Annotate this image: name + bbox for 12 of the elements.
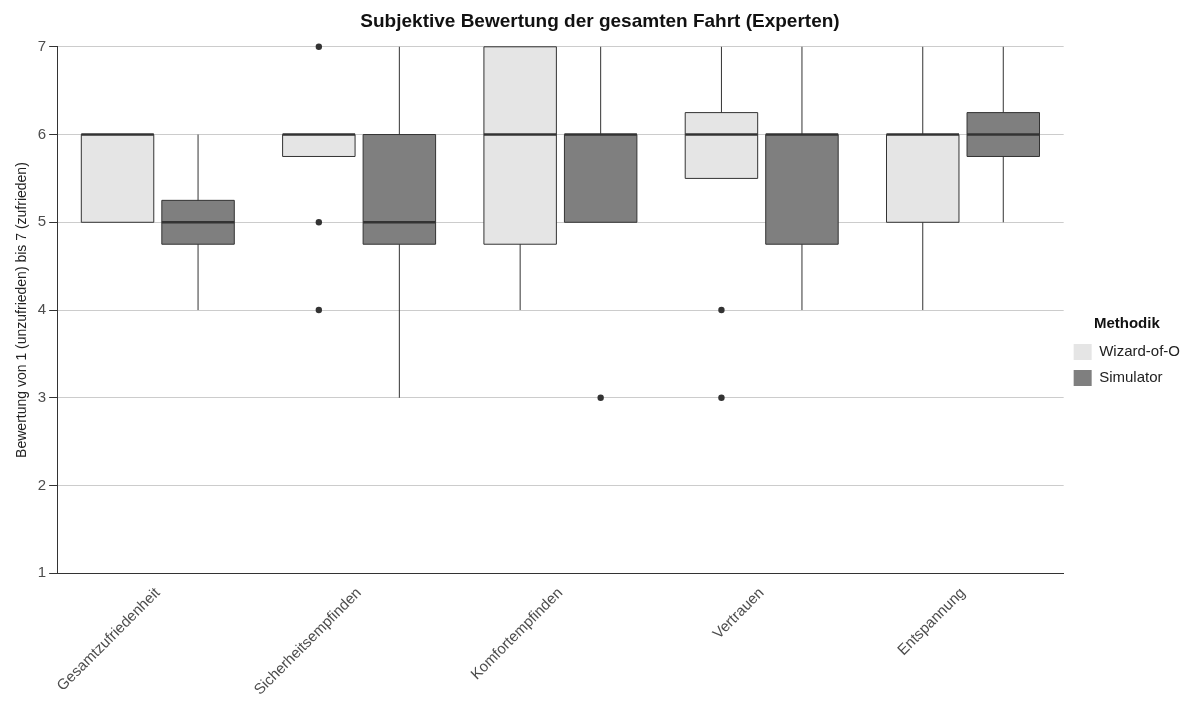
- y-tick-label: 7: [37, 36, 47, 54]
- legend-title: Methodik: [1093, 313, 1161, 331]
- y-tick-label: 5: [37, 212, 47, 230]
- y-tick-label: 3: [37, 387, 47, 405]
- chart-title: Subjektive Bewertung der gesamten Fahrt (Experten): [360, 9, 840, 31]
- y-axis-title: Bewertung von 1 (unzufrieden) bis 7 (zufrieden): [13, 162, 30, 458]
- y-tick-label: 4: [37, 300, 47, 318]
- y-tick-label: 2: [37, 475, 47, 493]
- legend-label: Wizard-of-O: [1099, 342, 1181, 360]
- y-tick-label: 1: [37, 563, 47, 581]
- legend-label: Simulator: [1099, 368, 1163, 386]
- y-tick-label: 6: [37, 124, 47, 142]
